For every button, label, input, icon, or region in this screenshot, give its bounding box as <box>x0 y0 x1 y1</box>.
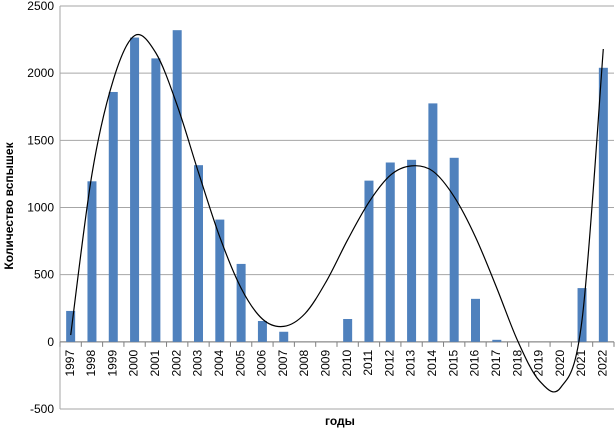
x-tick-label: 1997 <box>63 350 77 377</box>
x-tick-label: 1998 <box>84 350 98 377</box>
x-tick-label: 2012 <box>382 350 396 377</box>
x-tick-label: 2006 <box>255 350 269 377</box>
bar-2017 <box>492 339 502 342</box>
x-tick-label: 2014 <box>425 350 439 377</box>
bar-2000 <box>130 37 140 342</box>
y-axis-title: Количество вспышек <box>2 141 16 269</box>
x-tick-label: 2010 <box>340 350 354 377</box>
x-tick-label: 2018 <box>510 350 524 377</box>
y-tick-label: 2500 <box>27 0 54 13</box>
bars <box>66 30 608 342</box>
x-tick-label: 2016 <box>468 350 482 377</box>
x-tick-label: 1999 <box>105 350 119 377</box>
x-tick-label: 2003 <box>191 350 205 377</box>
bar-1998 <box>87 181 97 342</box>
bar-2012 <box>385 162 395 342</box>
x-tick-label: 2013 <box>404 350 418 377</box>
bar-1999 <box>108 91 118 342</box>
x-tick-label: 2009 <box>319 350 333 377</box>
bar-2010 <box>343 318 353 342</box>
y-tick-label: 1000 <box>27 201 54 215</box>
y-tick-label: 0 <box>47 335 54 349</box>
trendline-path <box>70 33 604 393</box>
x-tick-label: 2001 <box>148 350 162 377</box>
bar-2015 <box>449 157 459 342</box>
bar-2003 <box>194 165 203 342</box>
bar-2022 <box>598 67 608 342</box>
y-tick-label: -500 <box>30 402 54 416</box>
bar-2011 <box>364 180 374 342</box>
y-tick-labels: -500 0 500 1000 1500 2000 2500 <box>27 0 54 416</box>
bar-2002 <box>172 30 182 342</box>
x-tick-label: 2022 <box>596 350 610 377</box>
x-tick-label: 2015 <box>446 350 460 377</box>
x-tick-label: 2021 <box>574 350 588 377</box>
x-axis-title: годы <box>325 414 355 428</box>
y-tick-label: 2000 <box>27 66 54 80</box>
x-tick-label: 2020 <box>553 350 567 377</box>
bar-2004 <box>215 219 225 342</box>
gridlines <box>59 5 615 410</box>
trendline <box>70 33 604 393</box>
bar-2013 <box>407 159 417 342</box>
x-tick-label: 2011 <box>361 350 375 376</box>
y-tick-label: 500 <box>34 268 54 282</box>
x-tick-label: 2008 <box>297 350 311 377</box>
bar-2006 <box>257 321 267 342</box>
bar-2005 <box>236 263 246 342</box>
bar-2007 <box>279 331 289 342</box>
bar-2016 <box>471 298 480 342</box>
bar-2001 <box>151 58 161 342</box>
x-tick-label: 2017 <box>489 350 503 377</box>
bar-2014 <box>428 103 438 342</box>
x-tick-label: 2002 <box>169 350 183 377</box>
x-tick-label: 2000 <box>127 350 141 377</box>
x-tick-label: 2004 <box>212 350 226 377</box>
y-tick-label: 1500 <box>27 133 54 147</box>
x-tick-label: 2007 <box>276 350 290 377</box>
x-tick-labels: 1997 1998 1999 2000 2001 2002 2003 2004 2005 2006… <box>63 350 610 377</box>
x-tick-label: 2019 <box>532 350 546 377</box>
x-tick-label: 2005 <box>233 350 247 377</box>
bar-1997 <box>66 310 76 342</box>
